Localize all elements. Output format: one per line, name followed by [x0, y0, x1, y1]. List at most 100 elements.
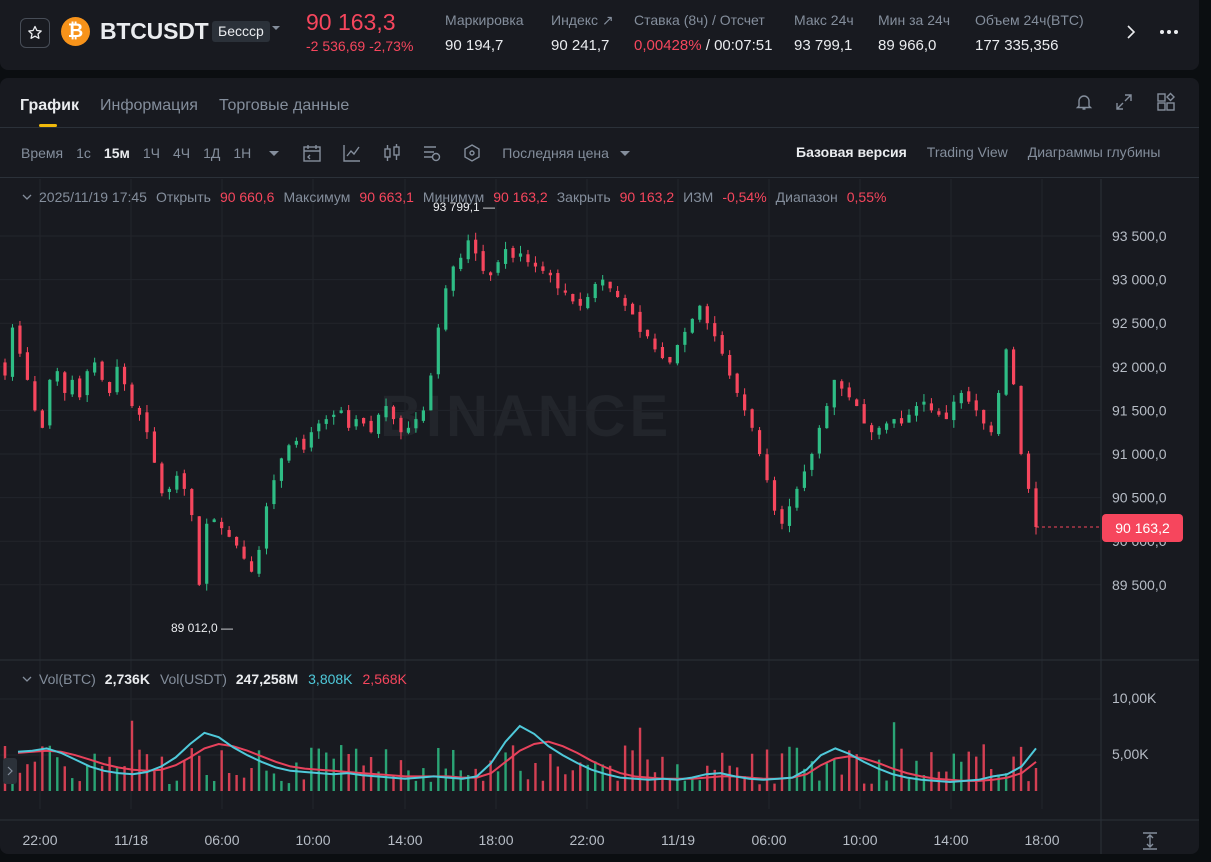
chart-settings-icon[interactable] — [422, 143, 442, 163]
favorite-star-button[interactable] — [20, 18, 50, 48]
candle-body — [182, 473, 186, 489]
chevron-down-icon[interactable] — [21, 673, 33, 685]
tab-info[interactable]: Информация — [99, 97, 198, 114]
volume-bar — [825, 763, 829, 791]
indicators-icon[interactable] — [342, 143, 362, 163]
stat-index-price: Индекс ↗ 90 241,7 — [551, 12, 614, 54]
volume-bar — [870, 783, 873, 791]
volume-bar — [242, 777, 246, 791]
volume-bar — [765, 749, 769, 791]
candle-body — [25, 352, 30, 380]
volume-bar — [168, 783, 171, 791]
volume-axis-tick: 5,00K — [1112, 746, 1149, 762]
candle-body — [324, 419, 328, 424]
volume-bar — [616, 780, 619, 791]
interval-1h[interactable]: 1Ч — [142, 145, 160, 161]
tab-chart[interactable]: График — [20, 97, 79, 127]
volume-bar — [758, 784, 761, 791]
interval-1w[interactable]: 1Н — [233, 145, 252, 161]
candle-body — [974, 400, 978, 411]
view-basic[interactable]: Базовая версия — [796, 144, 907, 160]
volume-bar — [504, 752, 507, 791]
volume-bar — [564, 774, 567, 791]
volume-bar — [407, 770, 410, 791]
chevron-down-icon[interactable] — [21, 191, 33, 203]
candle-body — [944, 412, 948, 420]
calendar-icon[interactable] — [302, 143, 322, 163]
volume-bar — [631, 750, 634, 791]
candle-body — [870, 425, 874, 433]
candle-body — [362, 417, 366, 424]
price-axis-tick: 92 500,0 — [1112, 315, 1167, 331]
view-tradingview[interactable]: Trading View — [926, 144, 1008, 160]
collapse-handle[interactable] — [3, 758, 17, 784]
interval-15m[interactable]: 15м — [103, 145, 130, 161]
candle-body — [862, 404, 866, 424]
interval-1s[interactable]: 1с — [76, 145, 91, 161]
candle-type-icon[interactable] — [382, 143, 402, 163]
candle-body — [668, 356, 672, 363]
candle-body — [48, 379, 52, 426]
candle-body — [391, 406, 396, 420]
candle-body — [376, 414, 381, 434]
candlestick-chart[interactable]: 93 500,0 93 000,0 92 500,0 92 000,0 91 500,0… — [0, 179, 1199, 854]
volume-bar — [422, 768, 425, 791]
candle-body — [728, 354, 732, 376]
candle-body — [765, 454, 769, 481]
volume-bar — [354, 748, 358, 791]
volume-bar — [526, 779, 530, 791]
volume-bar — [153, 771, 156, 791]
price-axis-tick: 90 500,0 — [1112, 490, 1167, 506]
candle-body — [653, 338, 657, 350]
time-axis-tick: 14:00 — [933, 832, 968, 848]
volume-bar — [287, 783, 291, 791]
candle-body — [922, 401, 926, 405]
hexagon-settings-icon[interactable] — [462, 143, 482, 163]
price-source-select[interactable]: Последняя цена — [502, 145, 609, 161]
volume-bar — [227, 773, 231, 791]
caret-down-icon[interactable] — [270, 22, 282, 34]
volume-bar — [728, 765, 731, 791]
symbol-name[interactable]: BTCUSDT — [100, 18, 209, 44]
candle-body — [70, 379, 74, 395]
volume-bar — [41, 746, 44, 791]
more-icon[interactable] — [1157, 20, 1181, 44]
volume-bar — [175, 780, 179, 791]
interval-dropdown-icon[interactable] — [264, 143, 284, 163]
expand-icon[interactable] — [1113, 91, 1135, 113]
price-change-pct: -2,73% — [369, 38, 414, 54]
chevron-right-icon[interactable] — [1119, 20, 1143, 44]
view-depth[interactable]: Диаграммы глубины — [1027, 144, 1161, 160]
volume-bar — [519, 770, 522, 791]
candle-body — [982, 409, 986, 424]
candle-body — [294, 440, 298, 445]
price-source-dropdown-icon[interactable] — [615, 143, 635, 163]
candle-body — [593, 283, 597, 299]
fit-axis-icon[interactable] — [1140, 831, 1160, 851]
volume-bar — [78, 781, 81, 791]
volume-bar — [93, 753, 96, 791]
volume-bar — [967, 751, 970, 791]
candle-body — [698, 305, 702, 320]
volume-bar — [474, 768, 477, 791]
volume-bar — [33, 761, 37, 791]
candle-body — [384, 406, 388, 418]
candle-body — [877, 427, 881, 435]
time-axis-tick: 22:00 — [22, 832, 57, 848]
volume-bar — [930, 752, 933, 791]
interval-4h[interactable]: 4Ч — [172, 145, 191, 161]
candle-body — [40, 410, 44, 428]
bell-icon[interactable] — [1073, 91, 1095, 113]
volume-bar — [123, 766, 126, 791]
candle-body — [802, 471, 806, 488]
candle-body — [167, 488, 171, 492]
volume-bar — [85, 765, 89, 791]
volume-bar — [907, 779, 911, 791]
layout-grid-icon[interactable] — [1155, 91, 1177, 113]
interval-1d[interactable]: 1Д — [203, 145, 221, 161]
volume-bar — [414, 780, 418, 791]
tab-trading-data[interactable]: Торговые данные — [218, 97, 350, 114]
candle-body — [892, 419, 896, 424]
candle-body — [907, 414, 911, 423]
candle-body — [33, 381, 37, 411]
